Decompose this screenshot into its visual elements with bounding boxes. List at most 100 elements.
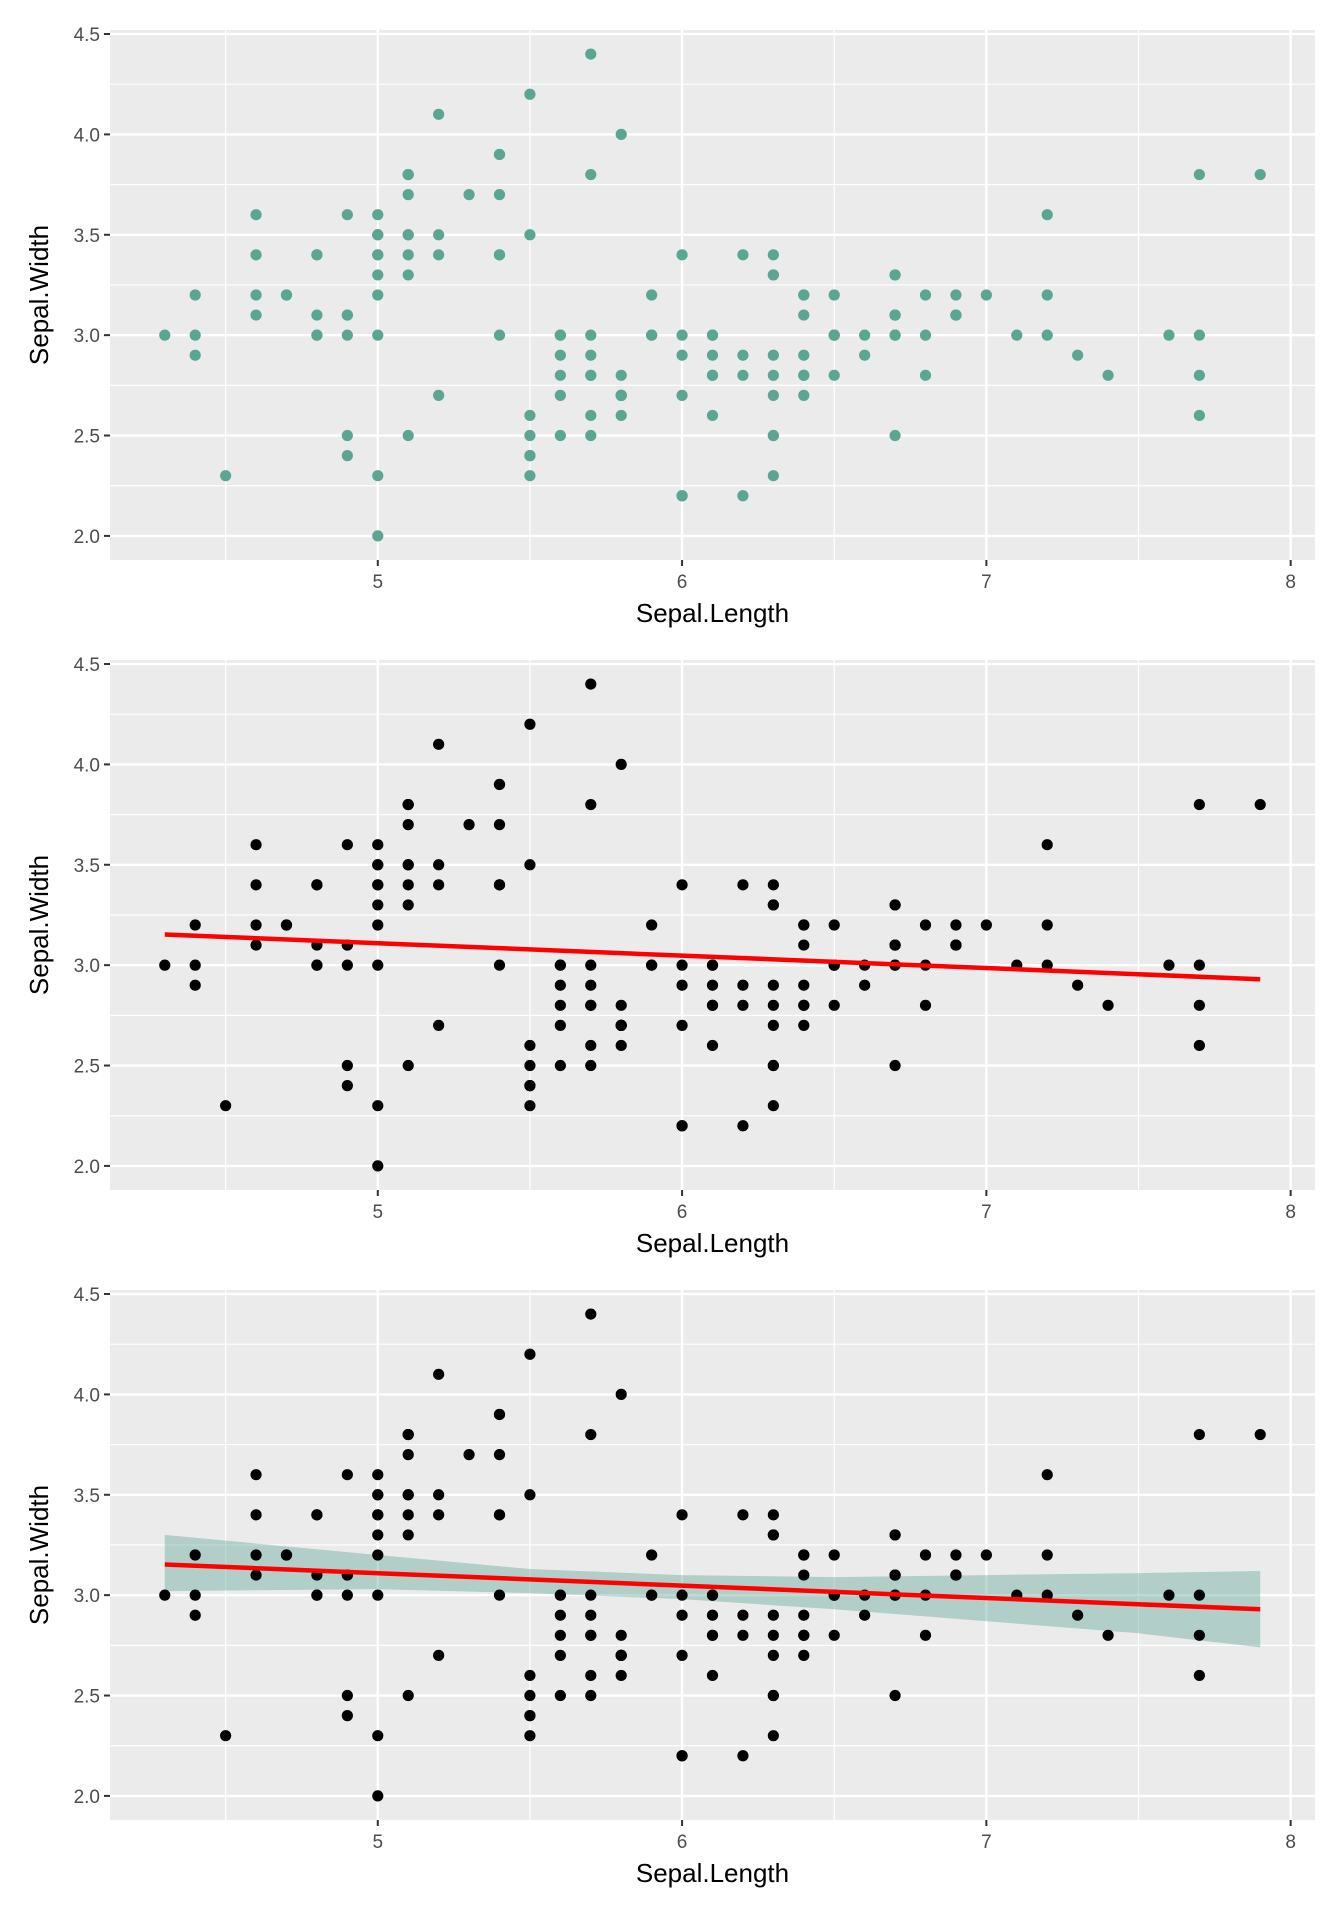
data-point — [767, 389, 779, 401]
data-point — [372, 1469, 384, 1481]
data-point — [706, 1039, 719, 1052]
data-point — [706, 1669, 719, 1682]
x-tick-label: 7 — [981, 1832, 992, 1853]
data-point — [828, 1549, 840, 1561]
data-point — [767, 1529, 779, 1541]
data-point — [402, 899, 414, 911]
data-point — [919, 1629, 932, 1641]
y-tick-label: 4.5 — [74, 1285, 100, 1306]
data-point — [615, 1388, 627, 1400]
data-point — [615, 1629, 627, 1641]
data-point — [798, 369, 810, 381]
data-point — [585, 1609, 597, 1621]
y-tick-label: 3.0 — [74, 326, 100, 347]
y-tick-label: 2.5 — [74, 427, 100, 448]
data-point — [372, 1589, 384, 1601]
data-point — [1102, 999, 1114, 1011]
data-point — [554, 959, 566, 971]
data-point — [767, 369, 779, 381]
data-point — [737, 1609, 749, 1621]
data-point — [676, 1509, 688, 1521]
data-point — [524, 718, 536, 730]
data-point — [402, 798, 414, 811]
y-tick-label: 3.5 — [74, 856, 100, 877]
data-point — [493, 189, 506, 201]
regression-line — [164, 932, 1261, 982]
y-tick-label: 4.5 — [74, 25, 100, 46]
data-point — [372, 1549, 384, 1561]
data-point — [889, 899, 901, 911]
data-point — [585, 959, 597, 971]
data-point — [1193, 1669, 1205, 1682]
data-point — [950, 939, 962, 951]
data-point — [189, 919, 201, 931]
data-point — [433, 108, 445, 120]
data-point — [585, 1059, 597, 1072]
data-point — [737, 879, 749, 891]
data-point — [676, 1589, 688, 1601]
data-point — [1193, 1589, 1205, 1601]
data-point — [737, 1120, 749, 1132]
x-tick-label: 8 — [1285, 1832, 1296, 1853]
data-point — [615, 999, 627, 1011]
data-point — [1163, 959, 1175, 971]
data-point — [798, 1569, 810, 1581]
plot-background — [110, 1290, 1315, 1820]
data-point — [889, 329, 901, 341]
data-point — [341, 1059, 353, 1072]
data-point — [493, 959, 506, 971]
data-point — [676, 1750, 688, 1762]
data-point — [646, 919, 658, 931]
data-point — [402, 1449, 414, 1461]
data-point — [280, 919, 293, 931]
data-point — [250, 209, 262, 221]
data-point — [554, 429, 566, 442]
data-point — [950, 1549, 962, 1561]
data-point — [341, 1710, 353, 1722]
data-point — [676, 349, 688, 361]
data-point — [1254, 1428, 1266, 1441]
x-tick-label: 8 — [1285, 572, 1296, 593]
data-point — [372, 329, 384, 341]
data-point — [463, 1449, 475, 1461]
data-point — [311, 329, 323, 341]
data-point — [585, 1308, 597, 1320]
data-point — [189, 1589, 201, 1601]
data-point — [1041, 329, 1053, 341]
data-point — [311, 879, 323, 891]
data-point — [585, 349, 597, 361]
data-point — [372, 289, 384, 301]
data-point — [341, 959, 353, 971]
data-point — [220, 470, 232, 482]
data-point — [889, 1529, 901, 1541]
data-point — [585, 1689, 597, 1702]
data-point — [950, 309, 962, 321]
data-point — [1041, 1549, 1053, 1561]
data-point — [706, 409, 719, 422]
data-point — [554, 1649, 566, 1661]
data-point — [767, 1730, 779, 1742]
data-point — [524, 1730, 536, 1742]
data-point — [433, 249, 445, 261]
data-point — [402, 1689, 414, 1702]
data-point — [1011, 329, 1023, 341]
data-point — [767, 1629, 779, 1641]
data-point — [524, 470, 536, 482]
data-point — [737, 1750, 749, 1762]
data-point — [1041, 839, 1053, 851]
data-point — [1193, 1629, 1205, 1641]
data-point — [706, 1609, 719, 1621]
data-point — [220, 1100, 232, 1112]
data-point — [798, 309, 810, 321]
data-point — [554, 1689, 566, 1702]
data-point — [1041, 209, 1053, 221]
data-point — [859, 979, 871, 991]
x-tick-label: 7 — [981, 1202, 992, 1223]
data-point — [737, 1509, 749, 1521]
data-point — [341, 1469, 353, 1481]
data-point — [402, 1489, 414, 1501]
data-point — [402, 168, 414, 181]
data-point — [1193, 999, 1205, 1011]
data-point — [615, 1649, 627, 1661]
